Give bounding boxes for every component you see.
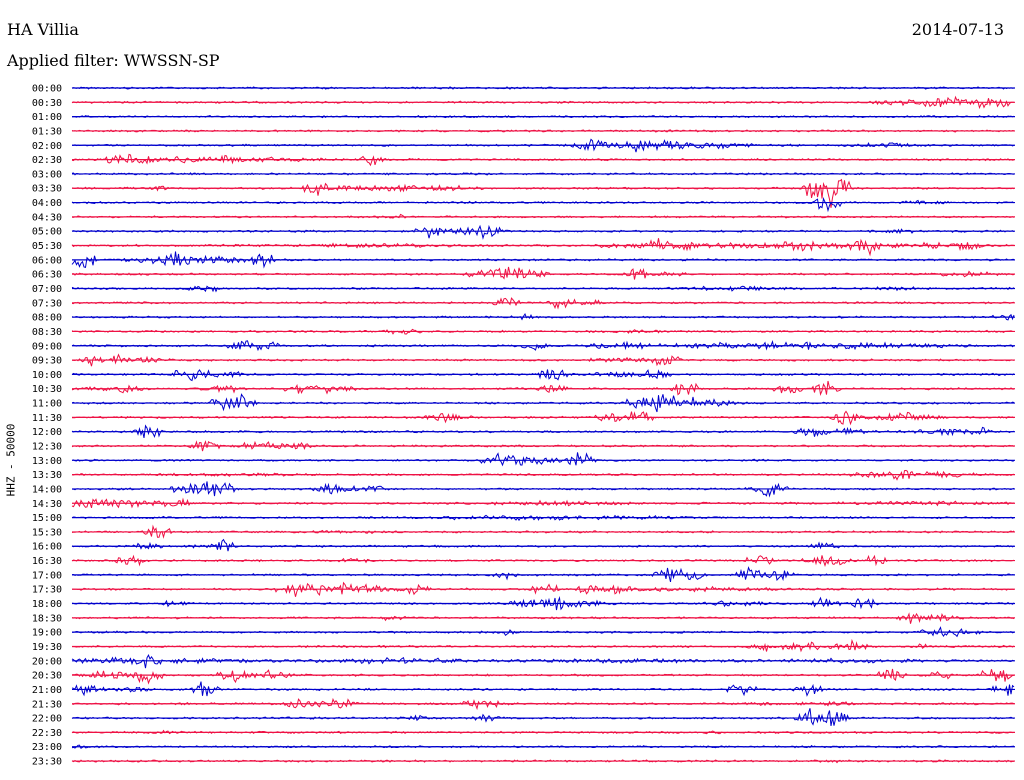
- time-tick-label: 14:00: [32, 484, 62, 495]
- time-tick-label: 23:00: [32, 742, 62, 753]
- time-tick-label: 13:00: [32, 456, 62, 467]
- time-tick-label: 07:00: [32, 284, 62, 295]
- station-name: HA Villia: [7, 20, 79, 39]
- time-tick-label: 18:00: [32, 599, 62, 610]
- trace-row-1330: [71, 469, 1015, 481]
- time-tick-label: 05:30: [32, 241, 62, 252]
- time-tick-label: 08:00: [32, 313, 62, 324]
- time-tick-label: 16:00: [32, 542, 62, 553]
- time-tick-label: 02:30: [32, 155, 62, 166]
- time-tick-label: 16:30: [32, 556, 62, 567]
- time-tick-label: 20:00: [32, 656, 62, 667]
- time-tick-label: 04:30: [32, 212, 62, 223]
- time-tick-label: 18:30: [32, 613, 62, 624]
- time-tick-label: 17:00: [32, 570, 62, 581]
- time-tick-label: 15:00: [32, 513, 62, 524]
- time-tick-label: 23:30: [32, 757, 62, 768]
- time-tick-label: 01:30: [32, 126, 62, 137]
- time-tick-label: 03:00: [32, 169, 62, 180]
- trace-row-0430: [71, 213, 1015, 219]
- time-tick-label: 10:30: [32, 384, 62, 395]
- trace-rows: 00:00 00:30 01:00 01:30 02:00 02:30 03:00 03:30…: [32, 84, 1015, 768]
- time-tick-label: 01:00: [32, 112, 62, 123]
- trace-row-0500: [71, 224, 1015, 240]
- time-tick-label: 21:30: [32, 699, 62, 710]
- trace-row-0630: [71, 266, 1015, 280]
- time-tick-label: 13:30: [32, 470, 62, 481]
- time-tick-label: 09:30: [32, 356, 62, 367]
- time-tick-label: 11:00: [32, 399, 62, 410]
- time-tick-label: 11:30: [32, 413, 62, 424]
- time-tick-label: 06:00: [32, 255, 62, 266]
- time-tick-label: 00:00: [32, 84, 62, 95]
- trace-row-2030: [71, 668, 1015, 685]
- time-tick-label: 06:30: [32, 270, 62, 281]
- time-tick-label: 08:30: [32, 327, 62, 338]
- time-tick-label: 22:00: [32, 714, 62, 725]
- time-tick-label: 12:00: [32, 427, 62, 438]
- time-tick-label: 00:30: [32, 98, 62, 109]
- time-tick-label: 04:00: [32, 198, 62, 209]
- time-tick-label: 20:30: [32, 671, 62, 682]
- trace-row-1830: [71, 612, 1015, 624]
- time-tick-label: 15:30: [32, 527, 62, 538]
- time-tick-label: 03:30: [32, 184, 62, 195]
- trace-row-1300: [71, 452, 1015, 467]
- time-tick-label: 02:00: [32, 141, 62, 152]
- trace-row-0400: [71, 196, 1015, 213]
- time-tick-label: 12:30: [32, 442, 62, 453]
- time-tick-label: 17:30: [32, 585, 62, 596]
- trace-row-1600: [71, 538, 1015, 552]
- trace-row-1030: [71, 380, 1014, 396]
- time-tick-label: 07:30: [32, 298, 62, 309]
- time-tick-label: 10:00: [32, 370, 62, 381]
- time-tick-label: 22:30: [32, 728, 62, 739]
- trace-row-2000: [71, 654, 1015, 669]
- filter-label: Applied filter: WWSSN-SP: [7, 51, 220, 70]
- time-tick-label: 21:00: [32, 685, 62, 696]
- trace-row-0530: [71, 238, 1015, 257]
- time-tick-label: 14:30: [32, 499, 62, 510]
- time-tick-label: 09:00: [32, 341, 62, 352]
- time-tick-label: 19:00: [32, 628, 62, 639]
- record-date: 2014-07-13: [911, 20, 1004, 39]
- time-tick-label: 05:00: [32, 227, 62, 238]
- time-tick-label: 19:30: [32, 642, 62, 653]
- trace-row-2200: [71, 708, 1015, 726]
- trace-row-2100: [71, 681, 1015, 697]
